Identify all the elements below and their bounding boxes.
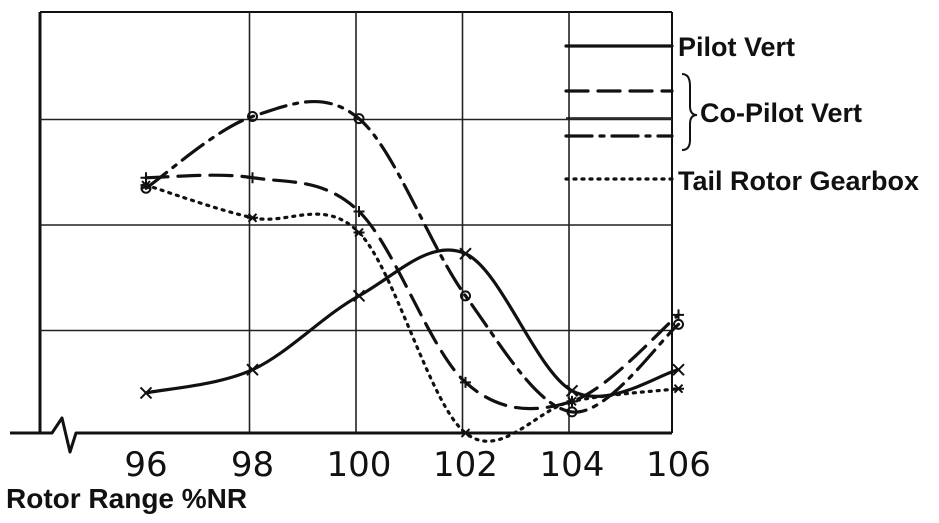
series-line-dotted xyxy=(144,183,681,443)
x-tick-label: 100 xyxy=(327,445,392,485)
x-axis-line xyxy=(10,416,672,454)
data-point-dashed-98 xyxy=(247,172,258,184)
series-dotted xyxy=(140,180,684,443)
legend: Pilot Vert Co-Pilot Vert Tail Rotor Gearbo… xyxy=(564,32,919,196)
data-point-dashed-96 xyxy=(140,172,152,184)
series-line-dashed xyxy=(144,173,681,411)
data-point-dashdot-102 xyxy=(460,290,471,302)
legend-brace xyxy=(681,73,698,151)
data-point-solid-98 xyxy=(246,363,259,376)
x-tick-label: 98 xyxy=(231,445,274,485)
data-point-dashdot-104 xyxy=(566,406,578,418)
x-tick-label: 104 xyxy=(540,445,605,485)
data-point-dotted-96 xyxy=(140,180,152,190)
x-tick-labels: 96 98 100 102 104 106 xyxy=(124,445,711,485)
data-point-dotted-106 xyxy=(673,383,684,394)
data-point-dotted-104 xyxy=(566,396,578,407)
data-point-solid-96 xyxy=(139,386,153,400)
data-point-dashed-100 xyxy=(353,205,365,217)
data-point-solid-100 xyxy=(352,289,366,303)
series-dashdot xyxy=(140,99,684,418)
x-axis-title: Rotor Range %NR xyxy=(6,483,247,514)
legend-label-pilot-vert: Pilot Vert xyxy=(678,32,795,62)
x-tick-label: 96 xyxy=(124,445,167,485)
data-point-solid-104 xyxy=(565,384,579,398)
data-point-dotted-102 xyxy=(460,428,471,438)
x-tick-label: 102 xyxy=(433,445,498,485)
data-point-dashed-106 xyxy=(673,309,684,321)
grid xyxy=(10,11,673,454)
data-point-dashed-102 xyxy=(460,376,471,388)
series-line-dashdot xyxy=(144,99,681,414)
series-layer xyxy=(139,99,685,443)
series-dashed xyxy=(140,172,684,411)
data-point-dashdot-100 xyxy=(353,113,365,125)
x-tick-label: 106 xyxy=(646,445,711,485)
data-point-dotted-98 xyxy=(247,213,258,223)
series-line-solid xyxy=(144,248,681,398)
legend-label-tail-rotor-gearbox: Tail Rotor Gearbox xyxy=(678,166,919,196)
series-solid xyxy=(139,247,685,400)
data-point-solid-102 xyxy=(459,247,472,260)
legend-label-co-pilot-vert: Co-Pilot Vert xyxy=(700,98,862,128)
data-point-solid-106 xyxy=(672,363,685,376)
data-point-dotted-100 xyxy=(353,227,365,238)
data-point-dashdot-106 xyxy=(673,318,684,330)
data-point-dashdot-98 xyxy=(247,111,258,122)
